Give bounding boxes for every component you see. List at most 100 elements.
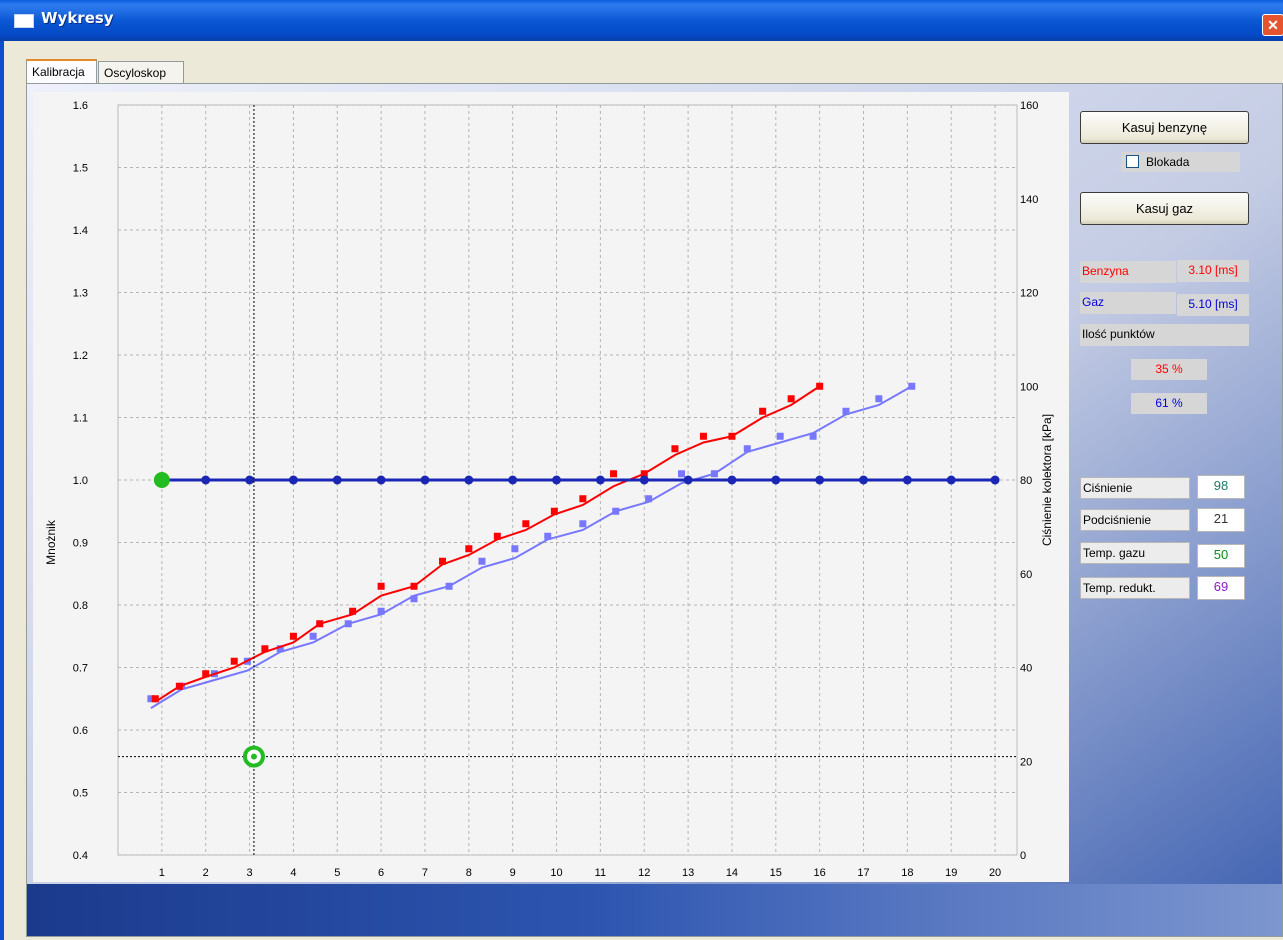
tab-oscyloskop[interactable]: Oscyloskop xyxy=(98,61,184,84)
petrol-data-point xyxy=(494,533,501,540)
petrol-series-line xyxy=(155,386,819,702)
petrol-data-point xyxy=(759,408,766,415)
gaz-label: Gaz xyxy=(1080,292,1176,314)
y2-tick-label: 100 xyxy=(1020,381,1038,393)
gas-data-point xyxy=(645,495,652,502)
x-tick-label: 9 xyxy=(510,867,516,879)
temp-redukt-label: Temp. redukt. xyxy=(1080,577,1190,599)
temp-redukt-value: 69 xyxy=(1197,576,1245,600)
benzyna-points-percent: 35 % xyxy=(1131,359,1207,380)
gas-series-line xyxy=(151,386,912,708)
cursor-target-center xyxy=(251,754,257,760)
cisnienie-value: 98 xyxy=(1197,475,1245,499)
x-tick-label: 18 xyxy=(901,867,913,879)
petrol-data-point xyxy=(700,433,707,440)
petrol-data-point xyxy=(231,658,238,665)
y-tick-label: 1.4 xyxy=(73,225,88,237)
y-tick-label: 0.4 xyxy=(73,850,88,862)
podcisnienie-label: Podciśnienie xyxy=(1080,509,1190,531)
y-tick-label: 0.7 xyxy=(73,663,88,675)
y2-tick-label: 160 xyxy=(1020,100,1038,112)
y-axis-label: Mnożnik xyxy=(44,519,58,565)
y-tick-label: 0.9 xyxy=(73,538,88,550)
petrol-data-point xyxy=(202,670,209,677)
y-tick-label: 0.5 xyxy=(73,788,88,800)
gas-data-point xyxy=(678,470,685,477)
gas-data-point xyxy=(411,595,418,602)
y2-tick-label: 0 xyxy=(1020,850,1026,862)
petrol-data-point xyxy=(671,445,678,452)
tab-kalibracja[interactable]: Kalibracja xyxy=(26,59,97,84)
petrol-data-point xyxy=(411,583,418,590)
petrol-data-point xyxy=(579,495,586,502)
petrol-data-point xyxy=(788,395,795,402)
multiplier-point xyxy=(289,476,298,485)
gas-data-point xyxy=(842,408,849,415)
y-tick-label: 0.6 xyxy=(73,725,88,737)
petrol-data-point xyxy=(378,583,385,590)
gas-data-point xyxy=(544,533,551,540)
blokada-checkbox[interactable] xyxy=(1126,155,1139,168)
y2-tick-label: 20 xyxy=(1020,756,1032,768)
ilosc-punktow-label: Ilość punktów xyxy=(1080,324,1249,346)
gas-data-point xyxy=(446,583,453,590)
x-tick-label: 10 xyxy=(550,867,562,879)
x-tick-label: 19 xyxy=(945,867,957,879)
podcisnienie-value: 21 xyxy=(1197,508,1245,532)
gas-data-point xyxy=(612,508,619,515)
x-tick-label: 17 xyxy=(857,867,869,879)
gas-data-point xyxy=(345,620,352,627)
x-tick-label: 12 xyxy=(638,867,650,879)
kasuj-benzyne-button[interactable]: Kasuj benzynę xyxy=(1080,111,1249,144)
gas-data-point xyxy=(744,445,751,452)
multiplier-point xyxy=(333,476,342,485)
y-tick-label: 1.2 xyxy=(73,350,88,362)
petrol-data-point xyxy=(728,433,735,440)
x-tick-label: 14 xyxy=(726,867,738,879)
petrol-data-point xyxy=(176,683,183,690)
petrol-data-point xyxy=(290,633,297,640)
close-button[interactable]: ✕ xyxy=(1262,14,1283,36)
x-tick-label: 11 xyxy=(595,867,606,879)
x-tick-label: 6 xyxy=(378,867,384,879)
calibration-chart[interactable]: 1 2 3 4 5 6 7 8 9 10 11 12 13 14 15 16 17 18 19 20 0.4 0.5 0.6… xyxy=(33,92,1069,882)
petrol-data-point xyxy=(551,508,558,515)
x-tick-label: 15 xyxy=(770,867,782,879)
x-tick-label: 13 xyxy=(682,867,694,879)
petrol-data-point xyxy=(349,608,356,615)
cisnienie-label: Ciśnienie xyxy=(1080,477,1190,499)
status-strip xyxy=(27,884,1282,936)
multiplier-point xyxy=(947,476,956,485)
gas-data-point xyxy=(777,433,784,440)
window-client: Kalibracja Oscyloskop 1 2 3 4 5 6 7 8 9 10 11 12 13 1… xyxy=(4,41,1283,940)
multiplier-point xyxy=(859,476,868,485)
x-tick-label: 8 xyxy=(466,867,472,879)
y2-axis-label: Ciśnienie kolektora [kPa] xyxy=(1040,414,1054,546)
gas-data-point xyxy=(711,470,718,477)
benzyna-label: Benzyna xyxy=(1080,261,1176,283)
blokada-checkbox-row[interactable]: Blokada xyxy=(1121,152,1240,172)
y-tick-label: 1.6 xyxy=(73,100,88,112)
multiplier-start-marker xyxy=(154,472,170,488)
multiplier-point xyxy=(771,476,780,485)
gas-data-point xyxy=(378,608,385,615)
gas-data-point xyxy=(478,558,485,565)
multiplier-point xyxy=(640,476,649,485)
tab-panel-kalibracja: 1 2 3 4 5 6 7 8 9 10 11 12 13 14 15 16 17 18 19 20 0.4 0.5 0.6… xyxy=(26,83,1283,937)
multiplier-point xyxy=(552,476,561,485)
x-tick-label: 2 xyxy=(203,867,209,879)
y2-tick-label: 80 xyxy=(1020,475,1032,487)
gas-data-point xyxy=(875,395,882,402)
y-tick-label: 1.0 xyxy=(73,475,88,487)
petrol-data-point xyxy=(522,520,529,527)
y2-tick-label: 40 xyxy=(1020,663,1032,675)
temp-gazu-value: 50 xyxy=(1197,544,1245,568)
gaz-value: 5.10 [ms] xyxy=(1177,294,1249,316)
window-icon xyxy=(14,14,34,28)
x-tick-label: 20 xyxy=(989,867,1001,879)
petrol-data-point xyxy=(610,470,617,477)
temp-gazu-label: Temp. gazu xyxy=(1080,542,1190,564)
kasuj-gaz-button[interactable]: Kasuj gaz xyxy=(1080,192,1249,225)
multiplier-point xyxy=(245,476,254,485)
gas-data-point xyxy=(908,383,915,390)
